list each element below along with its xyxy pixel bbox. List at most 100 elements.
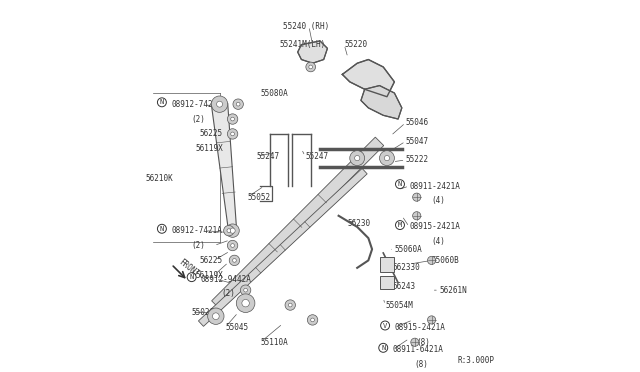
Text: 562330: 562330 xyxy=(392,263,420,272)
Circle shape xyxy=(355,155,360,161)
Text: (4): (4) xyxy=(431,196,445,205)
Text: 55060A: 55060A xyxy=(394,245,422,254)
Circle shape xyxy=(349,151,365,166)
Text: R:3.000P: R:3.000P xyxy=(458,356,495,365)
Circle shape xyxy=(244,288,248,292)
Circle shape xyxy=(306,62,316,72)
Text: 56119X: 56119X xyxy=(195,144,223,153)
Circle shape xyxy=(230,228,235,233)
Text: 56243: 56243 xyxy=(392,282,415,291)
Circle shape xyxy=(236,102,240,106)
Polygon shape xyxy=(212,137,384,309)
Circle shape xyxy=(230,117,234,121)
Circle shape xyxy=(229,255,239,266)
Text: N: N xyxy=(160,226,164,232)
Text: 55046: 55046 xyxy=(406,118,429,127)
Text: 56210K: 56210K xyxy=(145,174,173,183)
Text: (8): (8) xyxy=(415,360,429,369)
Circle shape xyxy=(226,224,239,237)
Circle shape xyxy=(428,256,436,264)
Text: N: N xyxy=(189,274,194,280)
Text: (2): (2) xyxy=(191,115,205,124)
Circle shape xyxy=(227,240,238,251)
Circle shape xyxy=(216,101,223,107)
Polygon shape xyxy=(298,41,328,63)
Text: FRONT: FRONT xyxy=(177,257,200,279)
Circle shape xyxy=(236,294,255,312)
Bar xyxy=(380,276,394,289)
Circle shape xyxy=(285,300,296,310)
Polygon shape xyxy=(198,169,367,326)
Text: 56261N: 56261N xyxy=(439,286,467,295)
Text: 56119X: 56119X xyxy=(195,271,223,280)
Text: 55052: 55052 xyxy=(248,193,271,202)
Circle shape xyxy=(428,316,436,324)
Polygon shape xyxy=(211,103,237,231)
Polygon shape xyxy=(229,155,366,292)
Circle shape xyxy=(289,303,292,307)
Text: 55241M(LH): 55241M(LH) xyxy=(279,40,325,49)
Circle shape xyxy=(413,193,421,201)
Text: 08915-2421A: 08915-2421A xyxy=(410,222,460,231)
Circle shape xyxy=(230,132,234,136)
Text: 55247: 55247 xyxy=(305,152,328,161)
Bar xyxy=(380,257,394,272)
Circle shape xyxy=(212,313,219,320)
Text: 55220: 55220 xyxy=(344,40,367,49)
Text: 55045: 55045 xyxy=(225,323,248,332)
Circle shape xyxy=(232,259,236,262)
Text: 55054M: 55054M xyxy=(385,301,413,310)
Text: 08912-9442A: 08912-9442A xyxy=(201,275,252,283)
Text: N: N xyxy=(160,99,164,105)
Text: 55047: 55047 xyxy=(406,137,429,146)
Circle shape xyxy=(411,338,419,346)
Text: 56225: 56225 xyxy=(199,129,222,138)
Text: 55080A: 55080A xyxy=(260,89,288,97)
Polygon shape xyxy=(342,60,394,97)
Text: N: N xyxy=(381,345,385,351)
Polygon shape xyxy=(216,185,350,310)
Text: 08915-2421A: 08915-2421A xyxy=(394,323,445,332)
Polygon shape xyxy=(256,181,340,265)
Text: 55110A: 55110A xyxy=(260,338,288,347)
Polygon shape xyxy=(207,176,358,318)
Circle shape xyxy=(242,299,250,307)
Text: N: N xyxy=(398,181,402,187)
Polygon shape xyxy=(361,86,402,119)
Text: 55060B: 55060B xyxy=(431,256,460,265)
Circle shape xyxy=(227,129,238,139)
Circle shape xyxy=(227,229,231,232)
Polygon shape xyxy=(220,146,375,301)
Circle shape xyxy=(385,155,390,161)
Circle shape xyxy=(223,225,234,236)
Text: (2): (2) xyxy=(221,289,236,298)
Text: V: V xyxy=(383,323,387,328)
Text: 55020R: 55020R xyxy=(191,308,220,317)
Text: 08912-7421A: 08912-7421A xyxy=(172,100,222,109)
Circle shape xyxy=(310,318,314,322)
Circle shape xyxy=(211,96,228,112)
Text: 55247: 55247 xyxy=(257,152,280,161)
Text: 56230: 56230 xyxy=(348,219,371,228)
Circle shape xyxy=(413,212,421,220)
Circle shape xyxy=(230,244,234,247)
Text: 08911-6421A: 08911-6421A xyxy=(392,345,444,354)
Circle shape xyxy=(227,114,238,124)
Text: 56225: 56225 xyxy=(199,256,222,265)
Text: (8): (8) xyxy=(417,338,431,347)
Circle shape xyxy=(309,65,312,69)
Text: 55222: 55222 xyxy=(406,155,429,164)
Text: (4): (4) xyxy=(431,237,445,246)
Text: 55240 (RH): 55240 (RH) xyxy=(283,22,329,31)
Circle shape xyxy=(233,99,243,109)
Circle shape xyxy=(241,285,251,295)
Text: M: M xyxy=(398,222,402,228)
Text: 08912-7421A: 08912-7421A xyxy=(172,226,222,235)
Circle shape xyxy=(207,308,224,324)
Polygon shape xyxy=(238,164,357,283)
Polygon shape xyxy=(247,172,348,274)
Circle shape xyxy=(380,151,394,166)
Text: 08911-2421A: 08911-2421A xyxy=(410,182,460,190)
Circle shape xyxy=(307,315,318,325)
Text: (2): (2) xyxy=(191,241,205,250)
